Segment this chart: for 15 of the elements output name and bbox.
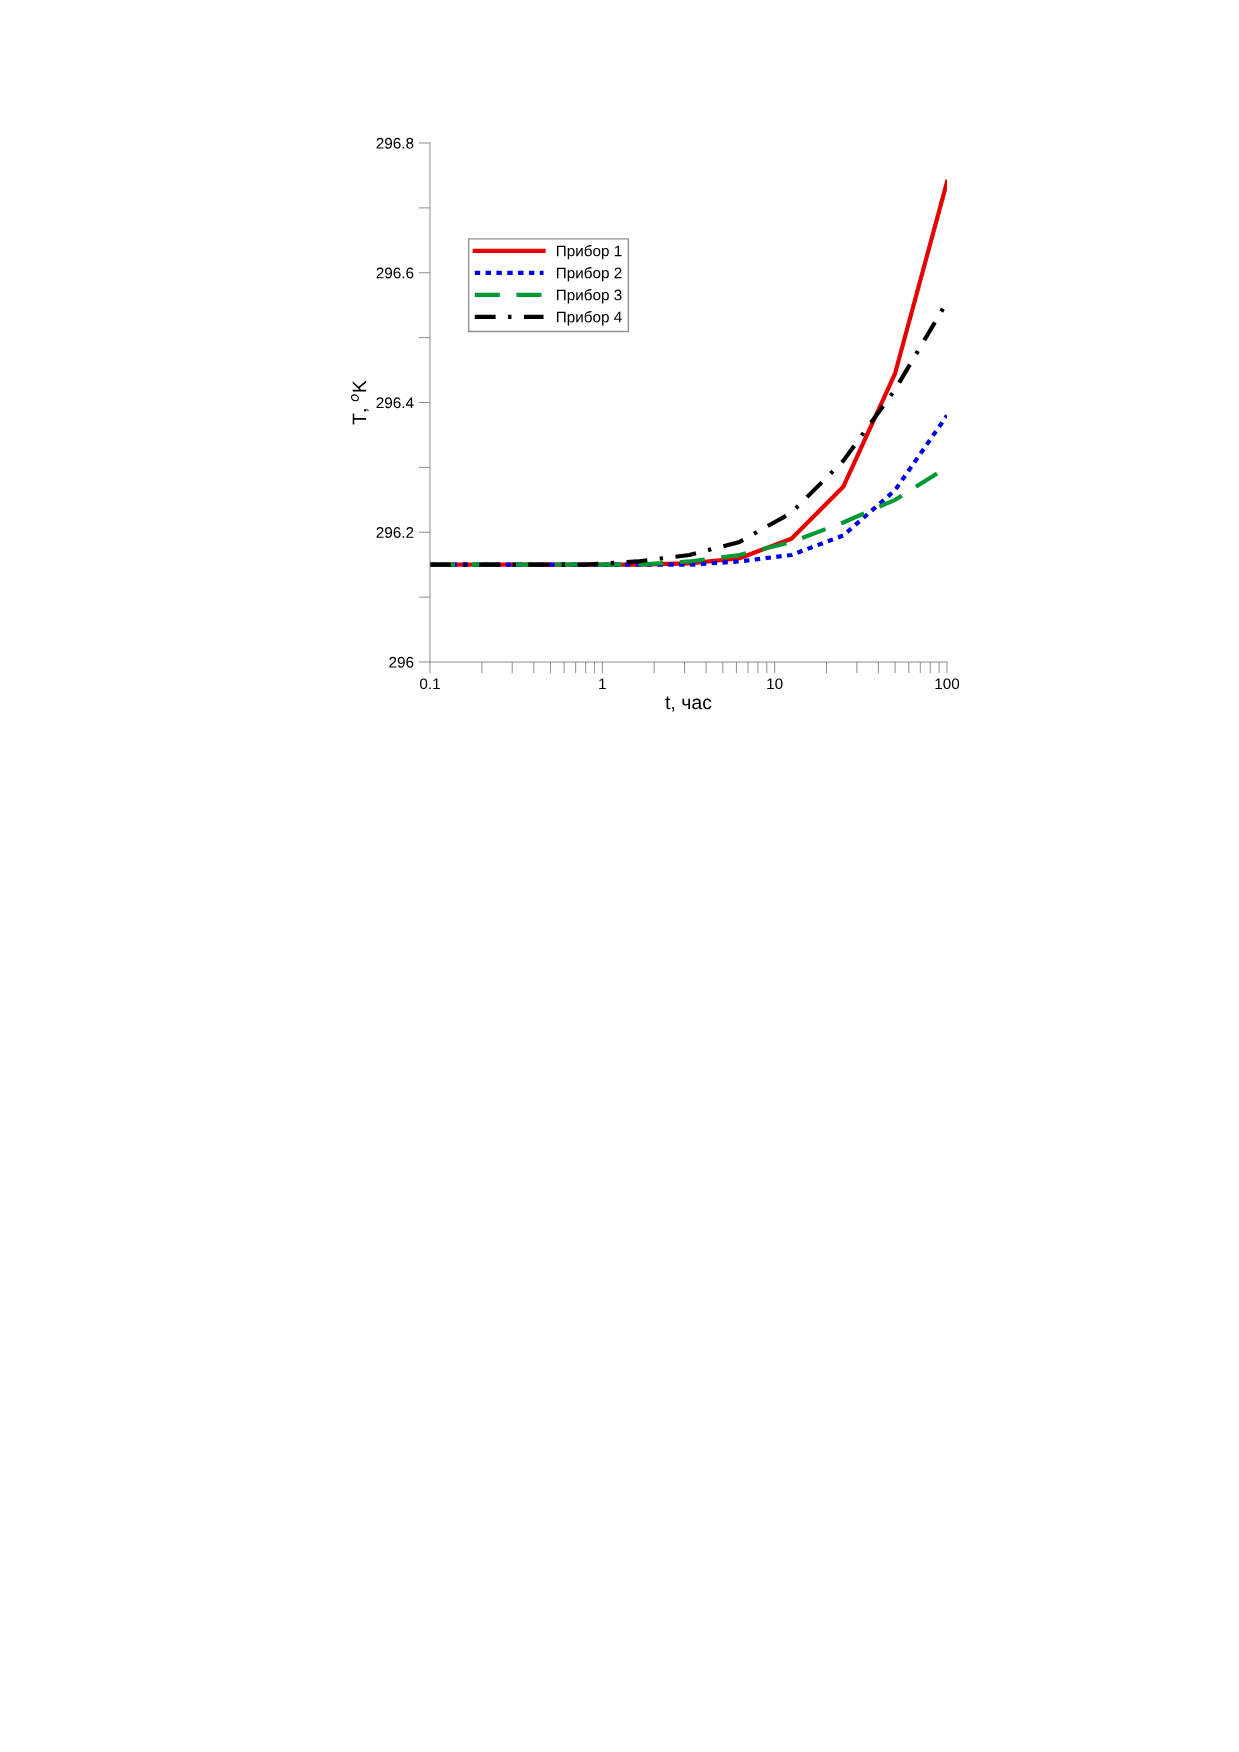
x-tick-label: 100 xyxy=(935,678,960,690)
x-tick-label: 1 xyxy=(599,678,606,690)
legend-label: Прибор 1 xyxy=(556,244,622,260)
y-tick-label: 296.8 xyxy=(376,137,414,149)
legend-label: Прибор 4 xyxy=(556,311,622,326)
x-tick-label: 10 xyxy=(767,678,783,690)
y-tick-label: 296.6 xyxy=(376,267,414,279)
legend-label: Прибор 3 xyxy=(556,289,622,304)
y-tick-label: 296.4 xyxy=(376,397,414,409)
x-tick-label: 0.1 xyxy=(419,678,440,690)
x-axis-title: t, час xyxy=(665,696,712,712)
y-axis-title: T, $^{o}$K xyxy=(351,380,369,425)
legend-label: Прибор 2 xyxy=(556,266,622,282)
y-tick-label: 296.2 xyxy=(376,527,414,538)
y-tick-label: 296 xyxy=(389,656,414,668)
